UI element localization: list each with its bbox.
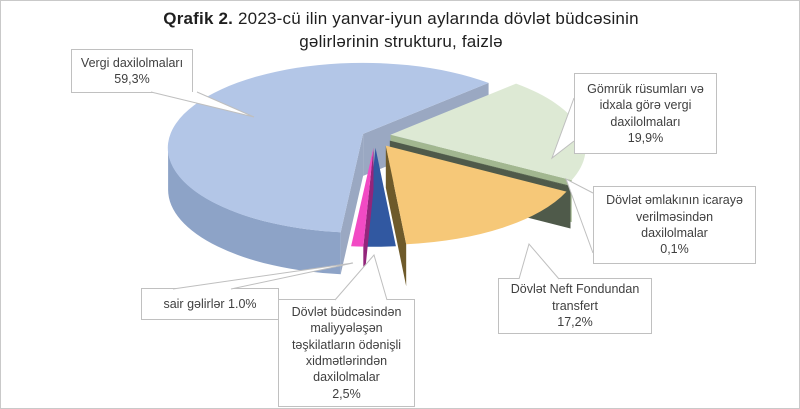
pie-slice-neft-wall[interactable] [385,145,407,287]
data-label-gomruk[interactable]: Gömrük rüsumları və idxala görə vergi da… [574,73,717,154]
pie-slice-vergi-wall[interactable] [340,133,364,275]
pie-slice-neft[interactable] [385,145,567,245]
data-label-emlak[interactable]: Dövlət əmlakının icarayə verilməsindən d… [593,186,756,264]
chart-title-prefix: Qrafik 2. [163,9,234,28]
data-label-budce[interactable]: Dövlət büdcəsindən maliyyələşən təşkilat… [278,299,415,407]
pie-slice-vergi-side[interactable] [168,147,341,275]
pie-slice-sair-wall[interactable] [363,147,374,289]
pie-slice-sair[interactable] [351,147,374,247]
pie-slice-gomruk[interactable] [390,83,586,181]
data-label-neft[interactable]: Dövlət Neft Fondundan transfert 17,2% [498,278,652,334]
pie-slice-emlak[interactable] [389,140,571,187]
chart-title-line2: gəlirlərinin strukturu, faizlə [299,32,503,51]
chart-title-line1: Qrafik 2. 2023-cü ilin yanvar-iyun aylar… [1,7,799,30]
data-label-sair[interactable]: sair gəlirlər 1.0% [141,288,279,320]
chart-title: Qrafik 2. 2023-cü ilin yanvar-iyun aylar… [1,7,799,53]
data-label-vergi[interactable]: Vergi daxilolmaları 59,3% [71,49,193,93]
chart-title-line1-rest: 2023-cü ilin yanvar-iyun aylarında dövlə… [233,9,639,28]
